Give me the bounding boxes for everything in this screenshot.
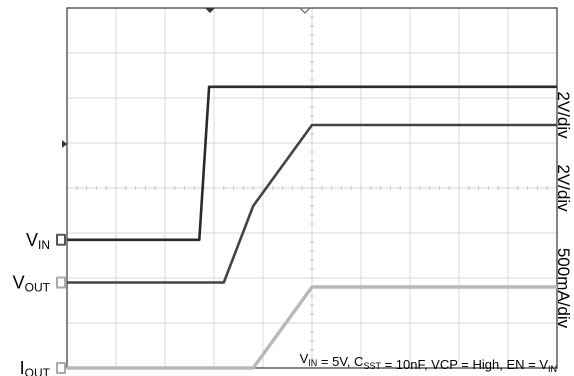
trace-line-1	[67, 85, 557, 242]
channel-label-main: V	[26, 230, 38, 250]
chart-traces	[67, 85, 557, 370]
trigger-position-marker	[205, 8, 215, 13]
scale-label-1: 2V/div	[554, 91, 573, 139]
annotation-text: = 5V, C	[317, 354, 363, 369]
channel-label-sub: OUT	[25, 281, 51, 295]
trace-line-2	[67, 123, 557, 284]
horizontal-center-marker	[298, 7, 312, 14]
channel-label-2: VOUT	[13, 273, 51, 295]
chart-frame	[66, 7, 558, 369]
channel-label-sub: OUT	[25, 366, 51, 376]
channel-label-3: IOUT	[20, 358, 51, 376]
channel-markers	[56, 7, 312, 374]
channel-label-main: I	[20, 358, 25, 376]
annotation-subscript: IN	[548, 364, 557, 374]
chart-annotation: VIN = 5V, CSST = 10nF, VCP = High, EN = …	[300, 351, 557, 374]
channel-marker-inner-1	[58, 235, 64, 244]
channel-label-sub: IN	[38, 238, 50, 252]
channel-label-main: V	[13, 273, 25, 293]
annotation-text: V	[300, 351, 309, 366]
scale-labels: 2V/div 2V/div 500mA/div	[554, 91, 573, 328]
channel-label-1: VIN	[26, 230, 50, 252]
scale-label-2: 2V/div	[554, 164, 573, 212]
chart-grid	[66, 7, 558, 369]
trace-line-3	[67, 285, 557, 370]
channel-marker-inner-3	[58, 364, 64, 372]
annotation-subscript: IN	[308, 358, 317, 368]
annotation-text: = 10nF, VCP = High, EN = V	[381, 357, 548, 372]
annotation-subscript: SST	[363, 361, 381, 371]
scale-label-3: 500mA/div	[554, 248, 573, 329]
trigger-level-marker	[62, 140, 67, 148]
channel-marker-inner-2	[58, 278, 64, 287]
